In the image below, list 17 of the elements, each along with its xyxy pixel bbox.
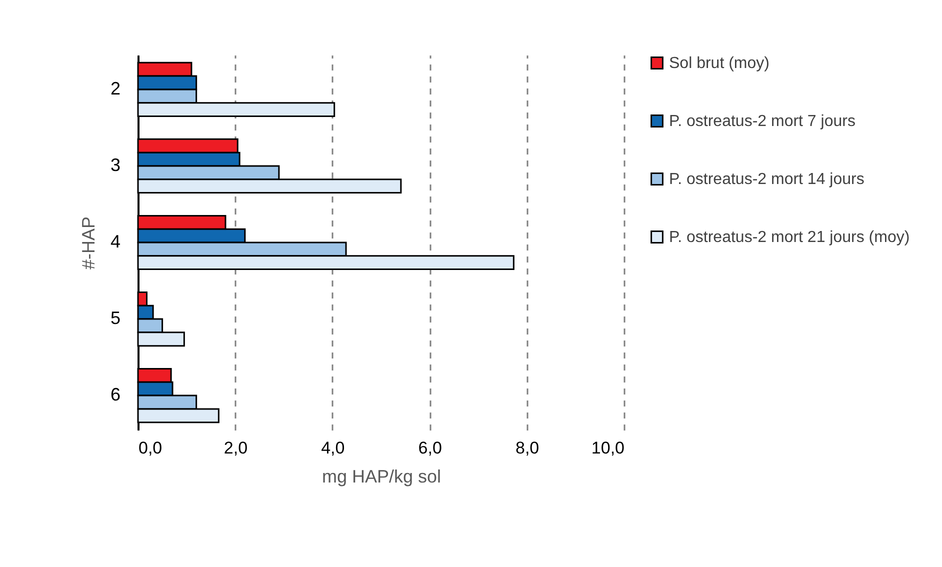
y-axis-title: #-HAP — [78, 216, 98, 270]
y-tick-label: 5 — [110, 308, 120, 328]
x-tick-label: 0,0 — [138, 438, 162, 458]
legend-label: P. ostreatus-2 mort 14 jours — [669, 171, 864, 188]
x-tick-label: 8,0 — [515, 438, 540, 458]
x-tick-label: 2,0 — [224, 438, 248, 458]
legend-label: P. ostreatus-2 mort 21 jours (moy) — [669, 229, 910, 246]
legend-label: P. ostreatus-2 mort 7 jours — [669, 113, 856, 130]
legend-label: Sol brut (moy) — [669, 55, 770, 72]
x-tick-label: 10,0 — [591, 438, 624, 458]
x-axis-title: mg HAP/kg sol — [322, 466, 442, 486]
y-tick-label: 2 — [110, 78, 120, 98]
y-tick-label: 6 — [110, 384, 120, 405]
x-tick-label: 4,0 — [321, 438, 345, 458]
y-tick-label: 3 — [110, 154, 120, 175]
x-tick-label: 6,0 — [418, 438, 442, 458]
y-tick-label: 4 — [110, 232, 120, 252]
